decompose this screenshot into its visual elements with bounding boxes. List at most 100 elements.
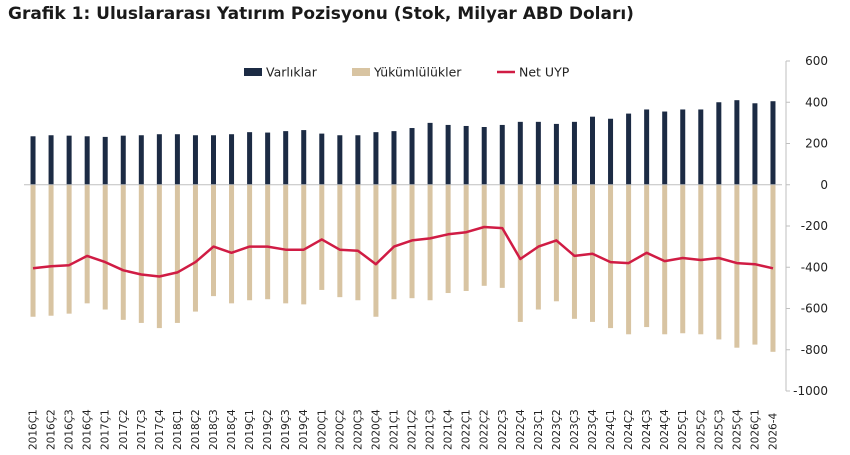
bar-varliklar	[48, 135, 54, 185]
bar-varliklar	[265, 132, 271, 185]
bar-varliklar	[481, 127, 487, 185]
x-tick-label: 2025Ç3	[713, 409, 725, 450]
y-tick-label: 600	[805, 54, 828, 68]
bar-varliklar	[391, 131, 397, 185]
x-tick-label: 2020Ç1	[316, 409, 328, 450]
x-tick-label: 2019Ç3	[280, 409, 292, 450]
bar-yukumlulukler	[662, 184, 668, 335]
bar-varliklar	[156, 134, 162, 185]
y-tick-label: 400	[805, 95, 828, 109]
bar-varliklar	[716, 102, 722, 185]
bar-varliklar	[247, 132, 253, 185]
x-tick-label: 2025Ç2	[695, 409, 707, 450]
x-tick-label: 2026Ç1	[749, 409, 761, 450]
bar-yukumlulukler	[553, 184, 559, 302]
x-tick-label: 2021Ç2	[407, 409, 419, 450]
bar-yukumlulukler	[644, 184, 650, 328]
bar-varliklar	[626, 113, 632, 185]
bar-yukumlulukler	[571, 184, 577, 319]
bar-varliklar	[590, 116, 595, 185]
x-tick-label: 2025Ç1	[677, 409, 689, 450]
legend-label: Net UYP	[519, 65, 570, 80]
x-tick-label: 2024Ç2	[623, 409, 635, 450]
x-tick-label: 2018Ç1	[172, 409, 184, 450]
bar-varliklar	[66, 135, 72, 185]
bar-yukumlulukler	[265, 184, 271, 300]
x-tick-label: 2020Ç2	[334, 409, 346, 450]
x-tick-label: 2021Ç4	[443, 409, 455, 450]
bar-yukumlulukler	[174, 184, 180, 323]
bar-varliklar	[427, 122, 433, 185]
bar-yukumlulukler	[716, 184, 722, 340]
bar-yukumlulukler	[481, 184, 487, 286]
bar-varliklar	[174, 134, 180, 185]
bar-yukumlulukler	[319, 184, 325, 290]
bar-yukumlulukler	[734, 184, 740, 348]
x-tick-label: 2024Ç3	[641, 409, 653, 450]
bar-yukumlulukler	[192, 184, 198, 312]
bar-yukumlulukler	[156, 184, 162, 329]
x-tick-label: 2021Ç3	[425, 409, 437, 450]
bar-varliklar	[283, 131, 289, 185]
y-tick-label: -600	[801, 302, 828, 316]
bar-varliklar	[84, 136, 90, 185]
x-tick-label: 2023Ç4	[587, 409, 599, 450]
bar-yukumlulukler	[499, 184, 505, 288]
y-tick-label: -800	[801, 343, 828, 357]
bar-yukumlulukler	[138, 184, 144, 323]
bar-varliklar	[319, 133, 325, 185]
legend-swatch	[352, 68, 370, 76]
x-tick-label: 2017Ç2	[118, 409, 130, 450]
x-tick-label: 2022Ç1	[461, 409, 473, 450]
y-tick-label: 0	[820, 178, 828, 192]
bar-varliklar	[138, 135, 144, 185]
y-tick-label: 200	[805, 137, 828, 151]
x-tick-label: 2018Ç4	[226, 409, 238, 450]
x-tick-label: 2020Ç3	[352, 409, 364, 450]
x-tick-label: 2018Ç3	[208, 409, 220, 450]
bar-varliklar	[553, 123, 559, 185]
x-tick-label: 2016Ç3	[64, 409, 76, 450]
bar-yukumlulukler	[283, 184, 289, 304]
bar-varliklar	[301, 130, 307, 185]
bar-varliklar	[30, 136, 36, 185]
bar-varliklar	[517, 121, 523, 185]
bar-yukumlulukler	[229, 184, 235, 304]
x-tick-label: 2022Ç4	[515, 409, 527, 450]
x-tick-label: 2024Ç1	[605, 409, 617, 450]
bar-yukumlulukler	[247, 184, 253, 301]
x-tick-label: 2019Ç4	[298, 409, 310, 450]
bar-yukumlulukler	[608, 184, 614, 329]
x-tick-label: 2024Ç4	[659, 409, 671, 450]
bar-varliklar	[409, 128, 415, 185]
x-tick-label: 2019Ç2	[262, 409, 274, 450]
x-tick-label: 2016Ç4	[82, 409, 94, 450]
x-tick-label: 2023Ç2	[551, 409, 563, 450]
bar-yukumlulukler	[301, 184, 307, 305]
bar-yukumlulukler	[391, 184, 397, 300]
bar-varliklar	[355, 135, 361, 185]
x-tick-label: 2022Ç3	[497, 409, 509, 450]
bar-yukumlulukler	[120, 184, 126, 320]
bar-varliklar	[535, 121, 541, 185]
bar-varliklar	[680, 109, 686, 185]
x-tick-label: 2019Ç1	[244, 409, 256, 450]
bar-varliklar	[644, 109, 650, 185]
bar-varliklar	[373, 132, 379, 185]
bar-yukumlulukler	[445, 184, 451, 294]
bar-yukumlulukler	[48, 184, 54, 316]
x-tick-label: 2017Ç3	[136, 409, 148, 450]
y-tick-label: -200	[801, 219, 828, 233]
bar-yukumlulukler	[66, 184, 72, 314]
x-tick-label: 2021Ç1	[388, 409, 400, 450]
x-tick-label: 2018Ç2	[190, 409, 202, 450]
bar-varliklar	[102, 136, 108, 185]
y-tick-label: -1000	[793, 384, 828, 398]
bar-varliklar	[337, 135, 343, 185]
legend-label: Varlıklar	[266, 65, 318, 80]
bar-varliklar	[770, 101, 776, 185]
bar-yukumlulukler	[463, 184, 469, 291]
bar-yukumlulukler	[427, 184, 433, 301]
legend-label: Yükümlülükler	[373, 65, 462, 80]
